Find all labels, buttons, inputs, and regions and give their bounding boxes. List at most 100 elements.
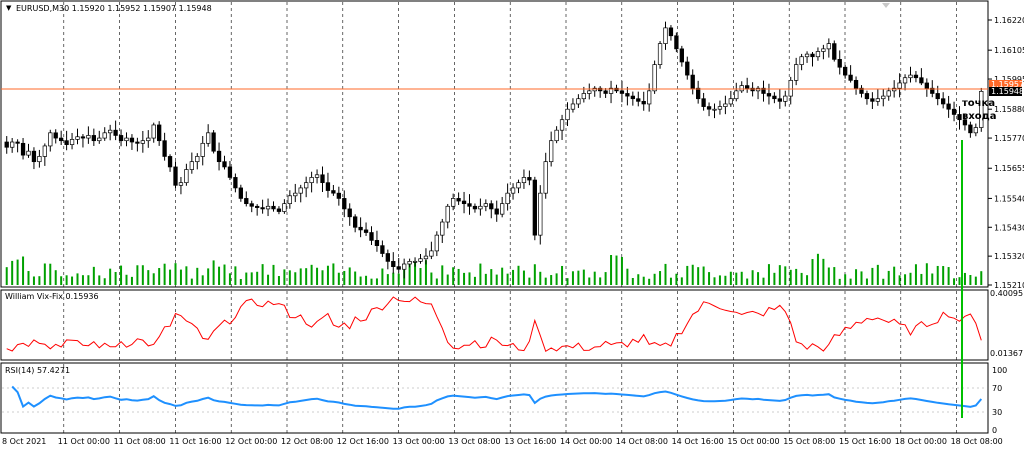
price-tick-label: 1.15430 [994, 223, 1024, 232]
candle-body [48, 132, 53, 147]
candle-body [200, 142, 205, 157]
candle-body [445, 205, 450, 223]
candle-body [788, 79, 793, 97]
current-price-label: 1.15948 [991, 87, 1024, 96]
time-tick-label: 11 Oct 16:00 [169, 437, 221, 446]
price-tick-label: 1.16220 [994, 16, 1024, 25]
candle-body [10, 141, 15, 148]
candle-body [276, 208, 282, 212]
candle-body [342, 198, 347, 210]
candle-body [924, 82, 929, 89]
candle-body [641, 100, 646, 105]
rsi-title: RSI(14) 57.4271 [5, 366, 70, 375]
time-tick-label: 15 Oct 16:00 [839, 437, 891, 446]
candle-body [592, 87, 597, 92]
candle-body [810, 53, 815, 58]
candle-body [69, 139, 75, 145]
candle-body [772, 95, 777, 100]
candle-body [140, 140, 145, 144]
candle-body [309, 177, 314, 184]
candle-body [472, 205, 478, 210]
candle-body [647, 90, 652, 105]
candle-body [146, 137, 151, 142]
time-tick-label: 12 Oct 08:00 [281, 437, 333, 446]
price-tick-label: 1.15770 [994, 134, 1024, 143]
vixfix-title: William Vix-Fix 0.15936 [5, 292, 99, 301]
symbol-info: EURUSD,M30 1.15920 1.15952 1.15907 1.159… [16, 4, 212, 13]
candle-body [755, 87, 761, 92]
time-tick-label: 18 Oct 00:00 [895, 437, 947, 446]
collapse-marker-icon[interactable]: ▼ [6, 4, 12, 12]
candle-body [369, 232, 374, 241]
candle-body [222, 161, 227, 168]
time-tick-label: 12 Oct 16:00 [337, 437, 389, 446]
candle-body [260, 207, 265, 210]
entry-label-line1: точка [962, 98, 995, 109]
candle-body [391, 261, 396, 267]
candle-body [124, 137, 129, 142]
candle-body [794, 64, 799, 81]
candle-body [521, 177, 527, 184]
candle-body [636, 98, 641, 102]
candle-body [734, 90, 739, 100]
candle-body [701, 98, 706, 107]
candle-body [206, 132, 211, 144]
candle-body [407, 261, 412, 265]
candle-body [968, 124, 973, 134]
candle-body [570, 103, 576, 110]
candle-body [930, 87, 935, 94]
candle-body [298, 187, 303, 194]
candle-body [723, 103, 728, 107]
candle-body [614, 87, 619, 92]
candle-body [745, 85, 750, 89]
candle-body [396, 266, 401, 270]
time-tick-label: 18 Oct 08:00 [951, 437, 1003, 446]
candle-body [314, 174, 320, 178]
candle-body [31, 150, 37, 163]
candle-body [37, 156, 42, 163]
candle-body [374, 240, 380, 246]
candle-body [957, 114, 962, 121]
time-tick-label: 15 Oct 00:00 [727, 437, 779, 446]
candle-body [331, 190, 336, 194]
candle-body [423, 255, 429, 260]
candlestick-series [4, 21, 984, 279]
rsi-tick-label: 30 [992, 408, 1002, 417]
price-tick-label: 1.16105 [994, 46, 1024, 55]
grid-lines [2, 2, 987, 433]
candle-body [777, 98, 782, 102]
candle-body [897, 82, 902, 89]
candle-body [902, 77, 908, 84]
candle-body [853, 79, 859, 89]
candle-body [494, 208, 499, 215]
candle-body [766, 93, 772, 97]
candle-body [380, 245, 385, 254]
time-tick-label: 14 Oct 00:00 [560, 437, 612, 446]
candle-body [630, 95, 635, 100]
price-tick-label: 1.15320 [994, 252, 1024, 261]
candle-body [941, 98, 946, 105]
vixfix-series [6, 296, 982, 353]
candle-body [53, 132, 58, 139]
candle-body [363, 229, 369, 233]
candle-body [696, 87, 701, 100]
candle-body [603, 90, 608, 94]
candle-body [886, 90, 891, 97]
candle-body [265, 205, 271, 210]
candle-body [510, 187, 516, 194]
price-tick-label: 1.15880 [994, 105, 1024, 114]
candle-body [652, 64, 657, 92]
candle-body [429, 250, 434, 257]
scroll-marker-icon[interactable] [882, 3, 890, 8]
candle-body [102, 132, 107, 139]
candle-body [973, 127, 978, 134]
time-tick-label: 13 Oct 16:00 [504, 437, 556, 446]
candle-body [167, 156, 173, 168]
candle-body [385, 253, 390, 262]
price-tick-label: 1.15540 [994, 194, 1024, 203]
candle-body [892, 87, 897, 92]
candle-body [935, 93, 940, 100]
candle-body [108, 129, 113, 134]
price-tick-label: 1.15210 [994, 281, 1024, 290]
